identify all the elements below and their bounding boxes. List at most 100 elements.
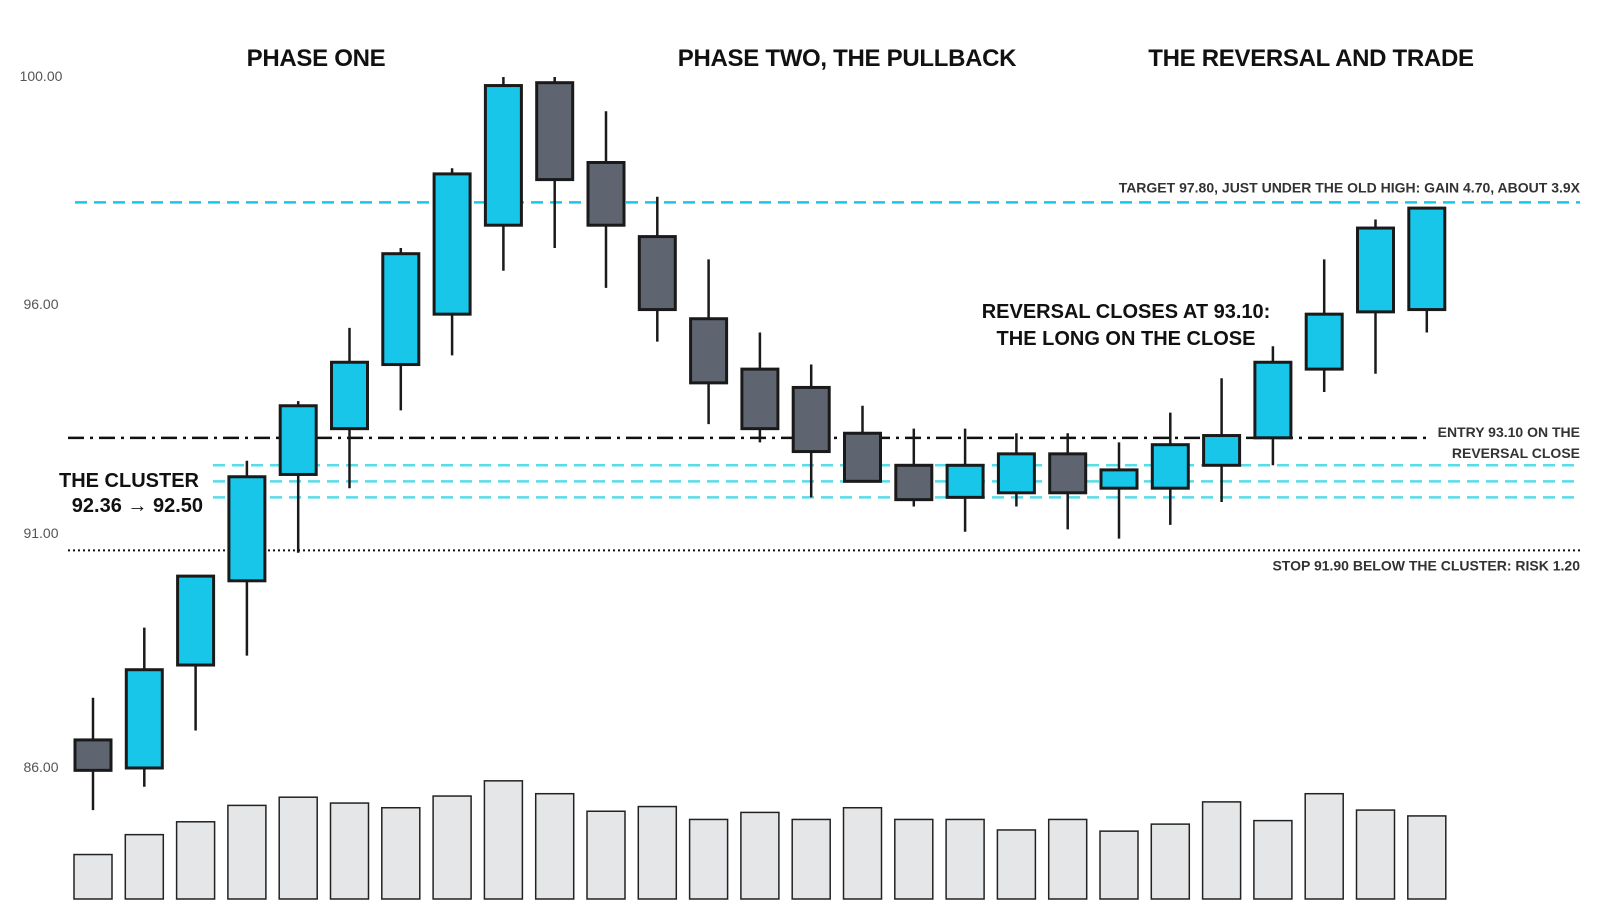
candle-body-up bbox=[381, 252, 421, 367]
volume-bars bbox=[73, 780, 1447, 900]
candle bbox=[330, 327, 369, 489]
candle-body-down bbox=[637, 235, 677, 312]
candle bbox=[637, 196, 677, 342]
volume-bar bbox=[894, 818, 934, 900]
candle bbox=[791, 364, 831, 498]
candle bbox=[124, 627, 164, 787]
phase-title-two: PHASE TWO, THE PULLBACK bbox=[678, 45, 1017, 72]
volume-bar bbox=[1407, 815, 1447, 900]
volume-bar bbox=[740, 811, 780, 900]
volume-bar bbox=[175, 821, 216, 900]
candle-body-down bbox=[586, 161, 626, 227]
volume-bar bbox=[124, 833, 165, 900]
candle bbox=[1407, 206, 1447, 333]
volume-bar bbox=[483, 780, 524, 900]
y-tick-label: 100.00 bbox=[20, 68, 63, 84]
y-axis-ticks: 100.00 96.00 91.00 86.00 bbox=[20, 68, 63, 775]
annotations: THE CLUSTER 92.36 → 92.50 REVERSAL CLOSE… bbox=[59, 301, 1270, 517]
volume-bar bbox=[996, 829, 1037, 900]
entry-label: REVERSAL CLOSE bbox=[1452, 445, 1580, 461]
volume-bar bbox=[227, 804, 267, 900]
candle-body-down bbox=[535, 81, 575, 182]
candle-body-up bbox=[1150, 443, 1190, 490]
candle-body-down bbox=[843, 431, 882, 483]
candle bbox=[740, 332, 780, 443]
candle bbox=[843, 405, 882, 483]
volume-bar bbox=[1253, 819, 1293, 900]
candle-body-up bbox=[227, 475, 267, 583]
volume-bar bbox=[1150, 823, 1191, 900]
candle-body-up bbox=[483, 84, 523, 227]
candle bbox=[483, 77, 523, 271]
volume-bar bbox=[432, 795, 472, 900]
candle bbox=[432, 168, 472, 356]
candle-body-up bbox=[432, 172, 472, 316]
candle bbox=[894, 428, 934, 507]
y-tick-label: 96.00 bbox=[23, 296, 58, 312]
candles bbox=[73, 77, 1447, 811]
candle-body-up bbox=[124, 668, 164, 770]
volume-bar bbox=[688, 818, 729, 900]
volume-bar bbox=[637, 805, 678, 900]
volume-bar bbox=[329, 802, 370, 900]
cluster-annotation-title: THE CLUSTER bbox=[59, 470, 200, 492]
candle-body-up bbox=[1253, 360, 1293, 440]
volume-bar bbox=[1047, 818, 1088, 900]
price-levels: TARGET 97.80, JUST UNDER THE OLD HIGH: G… bbox=[68, 179, 1581, 573]
phase-title-three: THE REVERSAL AND TRADE bbox=[1148, 45, 1474, 72]
candle bbox=[996, 433, 1036, 507]
candle bbox=[227, 460, 267, 656]
candle bbox=[1304, 259, 1344, 393]
cluster-annotation-range: 92.36 → 92.50 bbox=[72, 495, 203, 517]
candle-body-up bbox=[330, 360, 369, 431]
candle bbox=[689, 259, 729, 425]
candle bbox=[176, 574, 216, 731]
candle-body-down bbox=[73, 738, 113, 772]
candle bbox=[1099, 442, 1139, 539]
reversal-annotation-line2: THE LONG ON THE CLOSE bbox=[997, 328, 1256, 350]
candle bbox=[945, 428, 985, 532]
candle-body-up bbox=[1304, 312, 1344, 371]
candle bbox=[73, 697, 113, 811]
volume-bar bbox=[1201, 801, 1242, 900]
volume-bar bbox=[73, 853, 113, 900]
volume-bar bbox=[381, 806, 421, 900]
candle-body-up bbox=[945, 463, 985, 499]
candle-body-up bbox=[1202, 434, 1242, 467]
candle bbox=[1253, 346, 1293, 466]
candle-body-up bbox=[1407, 206, 1447, 312]
candle-body-up bbox=[996, 452, 1036, 495]
volume-bar bbox=[1355, 809, 1396, 900]
candle-body-down bbox=[894, 463, 934, 502]
candle-body-down bbox=[740, 367, 780, 431]
candle-body-down bbox=[689, 317, 729, 385]
candle-body-down bbox=[791, 385, 831, 454]
candle-body-up bbox=[1099, 468, 1139, 490]
volume-bar bbox=[945, 818, 985, 900]
candle bbox=[1202, 378, 1242, 502]
stop-label: STOP 91.90 BELOW THE CLUSTER: RISK 1.20 bbox=[1272, 557, 1580, 573]
candle bbox=[586, 111, 626, 288]
candle bbox=[1150, 412, 1190, 525]
candle-body-up bbox=[278, 404, 318, 476]
y-tick-label: 91.00 bbox=[23, 525, 58, 541]
candle-body-down bbox=[1048, 452, 1088, 495]
entry-label: ENTRY 93.10 ON THE bbox=[1438, 424, 1580, 440]
candle-body-up bbox=[176, 574, 216, 667]
candle bbox=[1048, 433, 1088, 530]
y-tick-label: 86.00 bbox=[23, 759, 58, 775]
volume-bar bbox=[1099, 830, 1139, 900]
reversal-annotation-line1: REVERSAL CLOSES AT 93.10: bbox=[982, 301, 1271, 323]
volume-bar bbox=[1304, 792, 1344, 900]
volume-bar bbox=[586, 810, 626, 900]
candle-body-up bbox=[1356, 226, 1395, 314]
candle bbox=[278, 401, 318, 553]
candle bbox=[535, 77, 575, 248]
candle bbox=[1356, 219, 1395, 374]
volume-bar bbox=[278, 796, 318, 900]
phase-title-one: PHASE ONE bbox=[247, 45, 386, 72]
volume-bar bbox=[842, 806, 883, 900]
volume-bar bbox=[791, 818, 831, 900]
candle bbox=[381, 248, 421, 411]
